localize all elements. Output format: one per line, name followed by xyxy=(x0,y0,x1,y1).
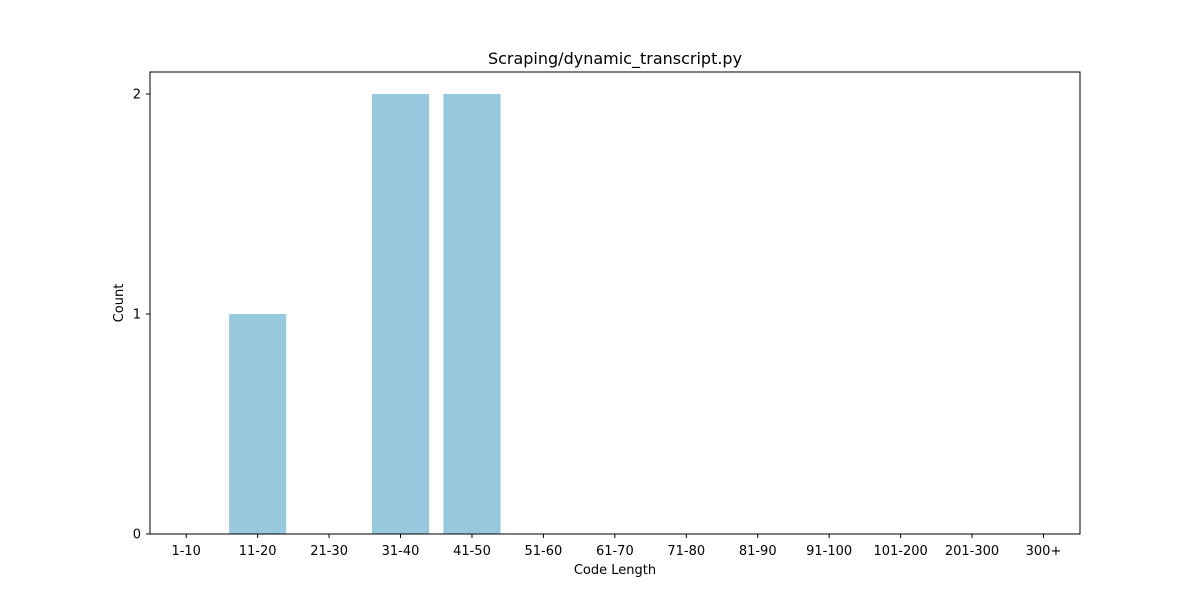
y-axis-ticks: 0 1 2 xyxy=(133,88,150,543)
bars-group xyxy=(229,94,501,534)
x-tick-label: 41-50 xyxy=(453,544,491,559)
x-tick-label: 51-60 xyxy=(525,544,563,559)
y-axis-label: Count xyxy=(112,284,127,323)
chart-title: Scraping/dynamic_transcript.py xyxy=(488,49,742,69)
x-tick-label: 1-10 xyxy=(171,544,201,559)
x-axis-ticks: 1-10 11-20 21-30 31-40 41-50 51-60 61-70 71-80 8… xyxy=(171,534,1061,559)
bar-31-40 xyxy=(371,94,430,534)
x-tick-label: 300+ xyxy=(1026,544,1062,559)
x-tick-label: 61-70 xyxy=(596,544,634,559)
y-tick-label: 1 xyxy=(133,308,141,323)
x-tick-label: 91-100 xyxy=(806,544,852,559)
y-tick-label: 0 xyxy=(133,528,141,543)
x-tick-label: 201-300 xyxy=(945,544,999,559)
x-tick-label: 31-40 xyxy=(382,544,420,559)
x-tick-label: 71-80 xyxy=(667,544,705,559)
x-axis-label: Code Length xyxy=(574,563,656,578)
x-tick-label: 81-90 xyxy=(739,544,777,559)
x-tick-label: 101-200 xyxy=(873,544,927,559)
y-tick-label: 2 xyxy=(133,88,141,103)
plot-area-frame xyxy=(149,71,1081,535)
bar-11-20 xyxy=(229,314,287,534)
x-tick-label: 11-20 xyxy=(239,544,277,559)
x-tick-label: 21-30 xyxy=(310,544,348,559)
bar-41-50 xyxy=(443,94,501,534)
